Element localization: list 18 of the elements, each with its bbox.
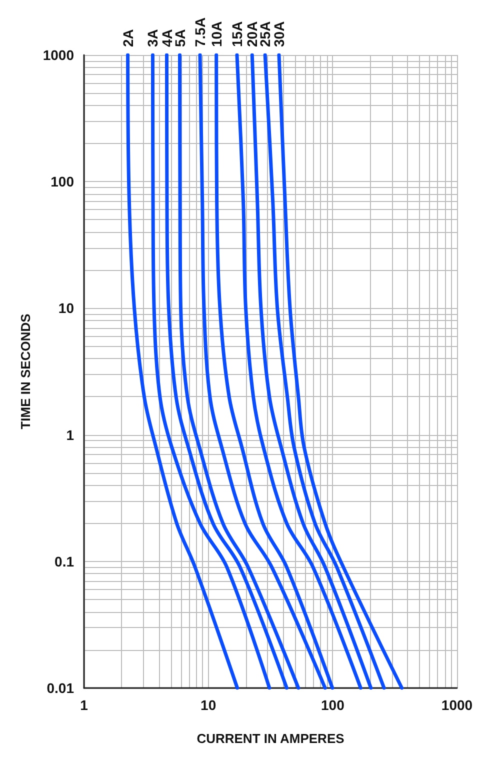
text: 30A bbox=[270, 21, 287, 47]
y-axis-title: TIME IN SECONDS bbox=[18, 313, 33, 430]
x-tick-label: 100 bbox=[320, 697, 345, 713]
y-tick-label: 100 bbox=[50, 174, 74, 190]
y-tick-label: 0.01 bbox=[46, 680, 74, 696]
x-axis-title: CURRENT IN AMPERES bbox=[196, 731, 345, 746]
y-tick-label: 1000 bbox=[42, 47, 74, 63]
x-tick-label: 10 bbox=[200, 697, 216, 713]
x-tick-label: 1 bbox=[80, 697, 88, 713]
y-tick-label: 0.1 bbox=[54, 553, 74, 570]
text: 10A bbox=[208, 21, 224, 47]
text: 2A bbox=[120, 29, 136, 47]
y-tick-label: 1 bbox=[66, 426, 74, 443]
text: 15A bbox=[228, 21, 245, 47]
text: 3A bbox=[144, 29, 161, 47]
x-tick-label: 1000 bbox=[441, 697, 473, 713]
y-tick-label: 10 bbox=[58, 300, 74, 316]
text: 7.5A bbox=[192, 17, 208, 47]
